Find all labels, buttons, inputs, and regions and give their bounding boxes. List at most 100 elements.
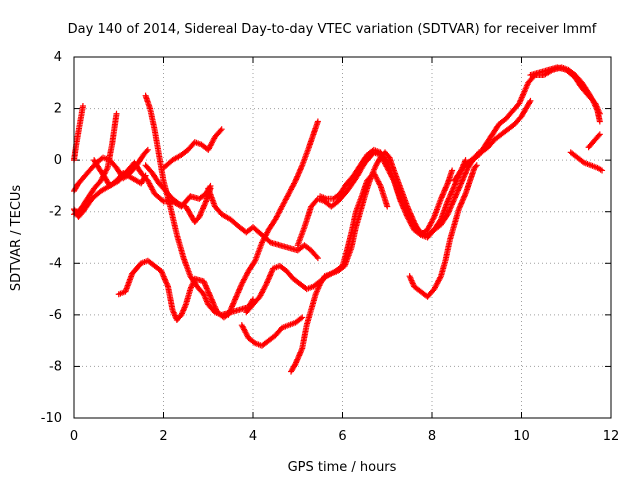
data-point-run <box>91 158 101 170</box>
data-point-run <box>310 119 321 136</box>
data-point <box>207 293 214 300</box>
data-point-run <box>246 259 258 273</box>
data-point-run <box>348 225 359 250</box>
data-point-run <box>358 153 370 167</box>
data-point <box>314 118 321 125</box>
data-point-run <box>239 323 251 340</box>
data-point-run <box>452 168 464 183</box>
data-point-run <box>378 150 390 165</box>
data-point-run <box>228 217 242 230</box>
data-point-run <box>391 179 404 201</box>
series-track-20 <box>527 64 603 117</box>
data-point-run <box>179 303 189 317</box>
data-point-run <box>143 163 155 175</box>
data-point-run <box>244 302 255 314</box>
data-point-run <box>170 196 181 206</box>
data-point-run <box>338 181 350 196</box>
data-point-run <box>78 104 86 121</box>
data-point-run <box>291 276 302 286</box>
series-track-10 <box>115 257 234 324</box>
y-tick-label: -4 <box>49 256 62 271</box>
data-point-run <box>304 308 314 327</box>
data-point-run <box>419 230 429 238</box>
data-point-run <box>117 289 127 297</box>
data-point-run <box>175 313 184 322</box>
data-point <box>314 255 321 262</box>
y-tick-label: 4 <box>54 50 62 65</box>
data-point-run <box>425 287 437 299</box>
data-point-run <box>331 191 342 201</box>
data-point-run <box>284 269 296 281</box>
data-point-run <box>299 145 312 167</box>
data-point-run <box>372 147 382 155</box>
data-point <box>473 162 480 169</box>
data-point <box>384 203 391 210</box>
data-point-run <box>582 160 593 168</box>
data-point-run <box>569 150 580 160</box>
data-point <box>449 167 456 174</box>
data-point <box>596 118 603 125</box>
data-point-run <box>252 241 265 263</box>
x-tick-label: 8 <box>428 429 436 444</box>
data-point-run <box>438 199 451 221</box>
data-point-run <box>452 181 464 201</box>
data-point <box>444 211 451 218</box>
x-axis-label: GPS time / hours <box>288 460 397 475</box>
data-point-run <box>141 148 150 157</box>
data-point-run <box>158 269 171 289</box>
data-point-run <box>78 197 90 211</box>
data-point <box>527 97 534 104</box>
y-tick-label: 2 <box>54 102 62 117</box>
data-point-run <box>192 215 202 224</box>
data-point-run <box>150 171 162 186</box>
data-point-run <box>170 152 183 163</box>
data-point-run <box>121 170 134 181</box>
data-point-run <box>195 284 206 296</box>
data-point-run <box>181 256 193 278</box>
y-tick-label: -6 <box>49 308 62 323</box>
data-point-run <box>391 169 404 190</box>
data-point-run <box>278 263 289 273</box>
data-point-run <box>213 204 224 216</box>
data-point-run <box>295 225 307 247</box>
data-point <box>599 167 606 174</box>
data-point-run <box>432 274 444 291</box>
data-point-run <box>580 86 591 98</box>
data-point-run <box>442 238 453 263</box>
data-point-run <box>286 179 298 196</box>
data-point-run <box>344 230 355 252</box>
data-point-run <box>152 191 166 204</box>
data-point-run <box>456 192 468 211</box>
data-point-run <box>271 263 282 271</box>
data-point-run <box>293 163 305 183</box>
data-point-run <box>280 322 291 331</box>
y-tick-label: -8 <box>49 359 62 374</box>
data-point-run <box>586 94 598 106</box>
data-point-run <box>458 166 471 185</box>
data-point-run <box>353 192 366 214</box>
data-point-run <box>232 282 245 301</box>
data-point-run <box>266 217 278 232</box>
data-point-run <box>523 99 533 111</box>
data-point-run <box>302 243 313 253</box>
data-point <box>113 110 120 117</box>
data-point-run <box>351 163 363 178</box>
x-tick-label: 10 <box>513 429 530 444</box>
data-point-run <box>201 292 211 307</box>
data-point <box>225 311 232 318</box>
data-point-run <box>109 112 120 147</box>
data-point-run <box>316 196 326 204</box>
data-point-run <box>220 212 233 222</box>
data-point-run <box>476 143 488 157</box>
data-point-run <box>575 155 586 165</box>
data-point-run <box>163 189 175 201</box>
data-point-run <box>432 222 443 232</box>
data-point-run <box>438 212 450 227</box>
data-point-run <box>589 162 599 171</box>
data-point-run <box>96 166 108 180</box>
data-point-run <box>318 193 329 202</box>
y-tick-label: 0 <box>54 153 62 168</box>
series-track-5 <box>91 157 149 189</box>
data-point-run <box>80 197 94 214</box>
